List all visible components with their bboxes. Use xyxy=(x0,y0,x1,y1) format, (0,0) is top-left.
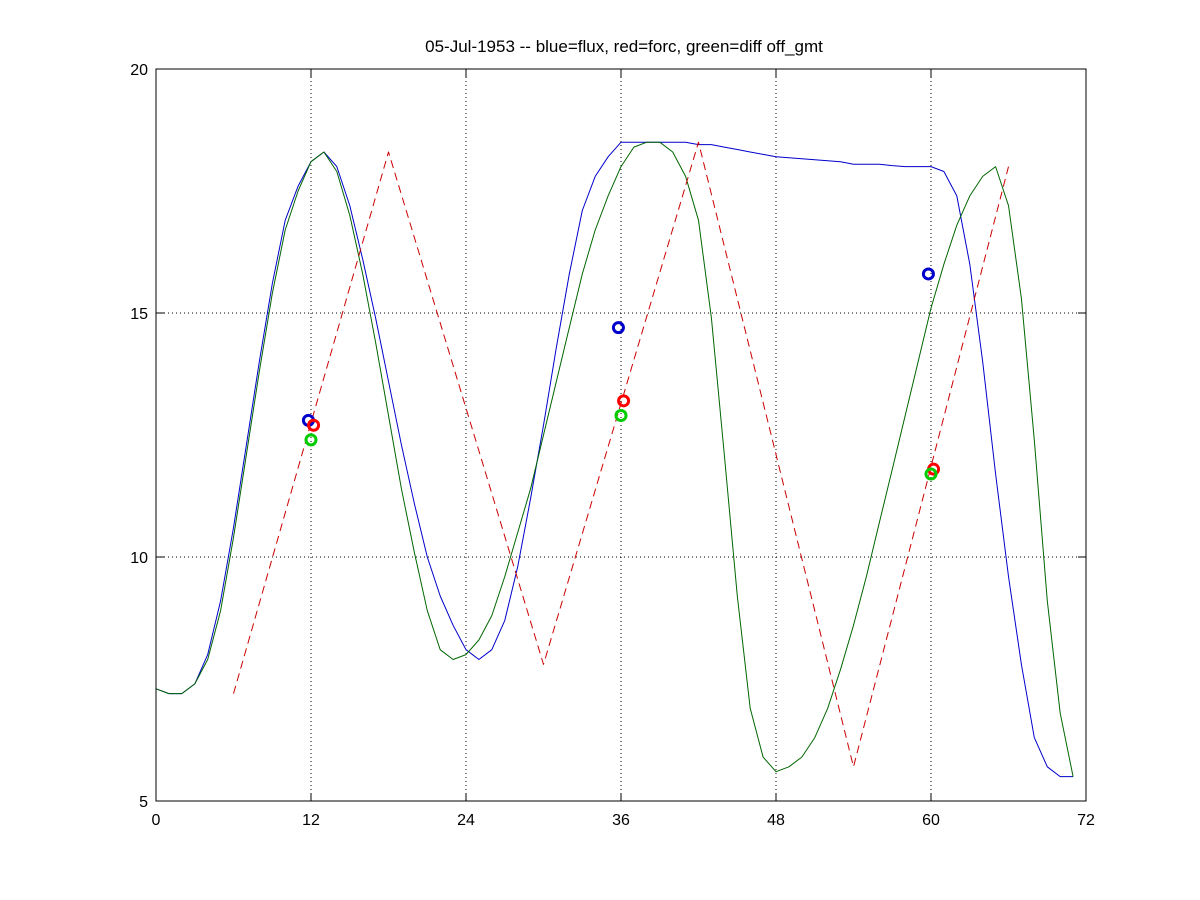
data-marker xyxy=(924,467,938,481)
data-marker xyxy=(921,267,935,281)
x-tick-label: 48 xyxy=(767,812,785,829)
data-markers xyxy=(301,267,941,481)
axis-ticks: 0 12 24 36 48 60 72 5 10 15 20 xyxy=(130,62,1095,829)
x-tick-label: 12 xyxy=(302,812,320,829)
y-tick-label: 5 xyxy=(139,794,148,811)
data-marker xyxy=(307,418,321,432)
x-tick-label: 72 xyxy=(1077,812,1095,829)
series-line-1 xyxy=(155,141,1074,777)
data-marker xyxy=(614,408,628,422)
series-line-2 xyxy=(233,141,1009,768)
series-lines xyxy=(155,141,1074,778)
data-marker xyxy=(611,321,625,335)
data-marker xyxy=(617,394,631,408)
y-tick-label: 15 xyxy=(130,306,148,323)
x-tick-label: 36 xyxy=(612,812,630,829)
data-marker xyxy=(304,433,318,447)
y-tick-label: 10 xyxy=(130,550,148,567)
chart-title: 05-Jul-1953 -- blue=flux, red=forc, gree… xyxy=(425,37,823,56)
x-tick-label: 60 xyxy=(922,812,940,829)
y-tick-label: 20 xyxy=(130,62,148,79)
x-tick-label: 24 xyxy=(457,812,475,829)
grid-lines xyxy=(156,69,1086,801)
x-tick-label: 0 xyxy=(152,812,161,829)
